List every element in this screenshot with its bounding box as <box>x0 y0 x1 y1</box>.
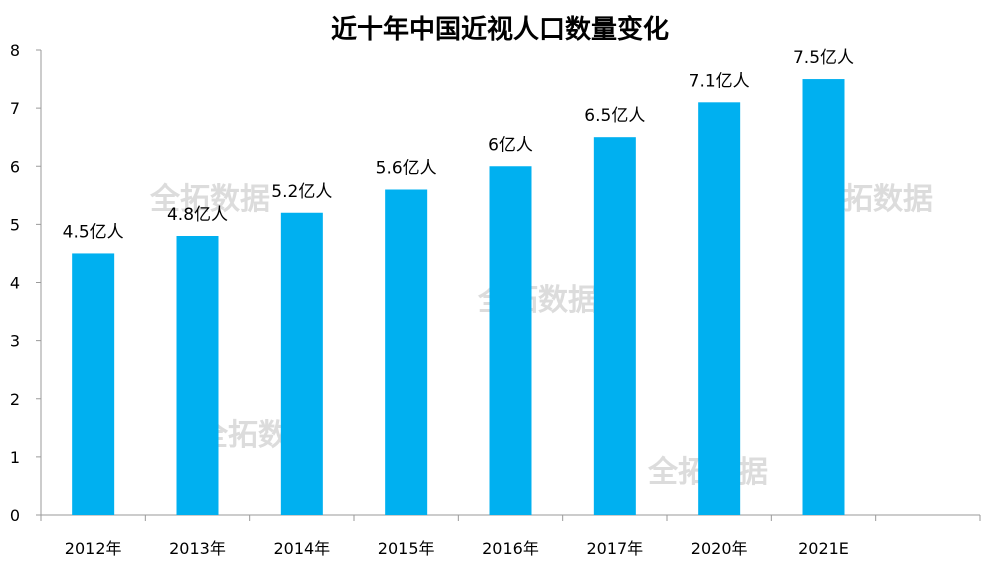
bar <box>802 79 845 515</box>
y-tick-label: 0 <box>10 506 20 525</box>
bar <box>176 236 219 515</box>
data-label: 7.1亿人 <box>689 71 750 91</box>
chart-title: 近十年中国近视人口数量变化 <box>331 14 669 45</box>
bar <box>489 166 532 515</box>
x-tick-label: 2012年 <box>65 539 122 558</box>
x-tick-label: 2017年 <box>586 539 643 558</box>
y-tick-label: 8 <box>10 41 20 60</box>
data-label: 7.5亿人 <box>793 48 854 68</box>
bar <box>385 189 428 515</box>
y-tick-label: 1 <box>10 448 20 467</box>
data-label: 6亿人 <box>488 135 533 155</box>
bar <box>698 102 741 515</box>
x-tick-label: 2020年 <box>691 539 748 558</box>
x-tick-label: 2013年 <box>169 539 226 558</box>
bars <box>72 79 845 515</box>
y-tick-label: 4 <box>10 274 20 293</box>
x-tick-label: 2015年 <box>378 539 435 558</box>
watermark: 全拓数据 <box>149 182 270 217</box>
data-label: 6.5亿人 <box>584 106 645 126</box>
x-tick-label: 2014年 <box>273 539 330 558</box>
bar <box>593 137 636 515</box>
x-tick-label: 2016年 <box>482 539 539 558</box>
data-label: 5.2亿人 <box>271 182 332 202</box>
y-tick-label: 2 <box>10 390 20 409</box>
bar <box>72 253 115 515</box>
data-label: 4.5亿人 <box>63 222 124 242</box>
data-labels: 4.5亿人 4.8亿人 5.2亿人 5.6亿人 6亿人 6.5亿人 7.1亿人 7.5亿人 <box>63 48 854 242</box>
data-label: 4.8亿人 <box>167 205 228 225</box>
y-tick-label: 7 <box>10 99 20 118</box>
y-tick-label: 3 <box>10 332 20 351</box>
y-tick-label: 6 <box>10 157 20 176</box>
data-label: 5.6亿人 <box>376 159 437 179</box>
bar <box>280 212 323 515</box>
x-tick-label: 2021E <box>798 539 849 558</box>
y-tick-label: 5 <box>10 215 20 234</box>
